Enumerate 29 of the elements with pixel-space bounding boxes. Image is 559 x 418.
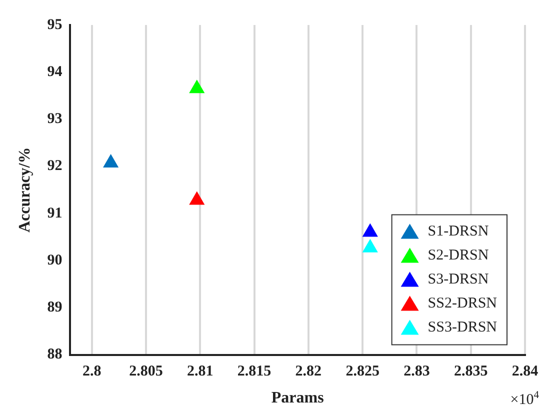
point bbox=[362, 224, 378, 237]
point bbox=[189, 80, 204, 94]
x-tick-label: 2.815 bbox=[237, 364, 272, 380]
y-tick-label: 90 bbox=[47, 252, 62, 268]
legend-label: SS3-DRSN bbox=[428, 320, 498, 336]
legend-label: SS2-DRSN bbox=[428, 296, 498, 312]
y-tick-label: 88 bbox=[47, 346, 62, 363]
y-tick-label: 94 bbox=[47, 64, 63, 80]
x-tick-label: 2.81 bbox=[187, 364, 214, 380]
y-tick-label: 92 bbox=[47, 158, 62, 174]
x-tick-label: 2.84 bbox=[512, 364, 539, 380]
legend-label: S1-DRSN bbox=[428, 224, 489, 240]
x-tick-label: 2.805 bbox=[129, 364, 163, 380]
point bbox=[189, 192, 204, 205]
y-tick-label: 89 bbox=[47, 300, 62, 316]
x-tick-label: 2.83 bbox=[404, 364, 430, 380]
y-axis-title: Accuracy/% bbox=[16, 147, 34, 233]
y-tick-label: 95 bbox=[47, 16, 62, 33]
x-tick-label: 2.835 bbox=[454, 364, 488, 380]
legend-label: S2-DRSN bbox=[428, 248, 489, 264]
x-tick-label: 2.8 bbox=[82, 364, 102, 380]
y-tick-label: 93 bbox=[47, 111, 62, 128]
point bbox=[362, 239, 378, 252]
y-tick-label: 91 bbox=[47, 205, 62, 222]
x-tick-label: 2.825 bbox=[346, 364, 380, 380]
point bbox=[103, 154, 118, 168]
x-axis-title: Params bbox=[271, 390, 324, 407]
legend-label: S3-DRSN bbox=[428, 272, 489, 288]
x-tick-label: 2.82 bbox=[295, 364, 322, 380]
